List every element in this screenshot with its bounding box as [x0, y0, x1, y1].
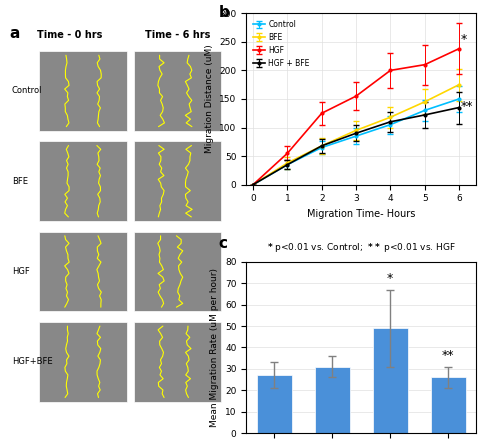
Y-axis label: Migration Distance (uM): Migration Distance (uM)	[204, 45, 213, 153]
Text: c: c	[218, 236, 227, 251]
Text: b: b	[218, 5, 229, 20]
Text: HGF+BFE: HGF+BFE	[12, 357, 52, 366]
Bar	[430, 377, 465, 433]
Text: $\mathbf{*}$ p<0.01 vs. Control;  $\mathbf{**}$ p<0.01 vs. HGF: $\mathbf{*}$ p<0.01 vs. Control; $\mathb…	[266, 241, 455, 254]
X-axis label: Migration Time- Hours: Migration Time- Hours	[306, 209, 415, 219]
Bar	[372, 328, 407, 433]
Legend: Control, BFE, HGF, HGF + BFE: Control, BFE, HGF, HGF + BFE	[250, 17, 312, 71]
Text: HGF: HGF	[12, 267, 29, 276]
Bar	[256, 375, 291, 433]
Text: Time - 6 hrs: Time - 6 hrs	[144, 30, 209, 40]
Y-axis label: Mean Migration Rate (uM per hour): Mean Migration Rate (uM per hour)	[210, 268, 219, 427]
Text: BFE: BFE	[12, 177, 28, 186]
Bar	[314, 367, 349, 433]
Text: Control: Control	[12, 87, 42, 95]
Text: **: **	[460, 100, 472, 113]
Text: *: *	[460, 33, 466, 46]
Text: a: a	[10, 26, 20, 41]
Text: Time - 0 hrs: Time - 0 hrs	[36, 30, 102, 40]
Text: *: *	[386, 272, 393, 286]
Text: **: **	[441, 350, 454, 362]
